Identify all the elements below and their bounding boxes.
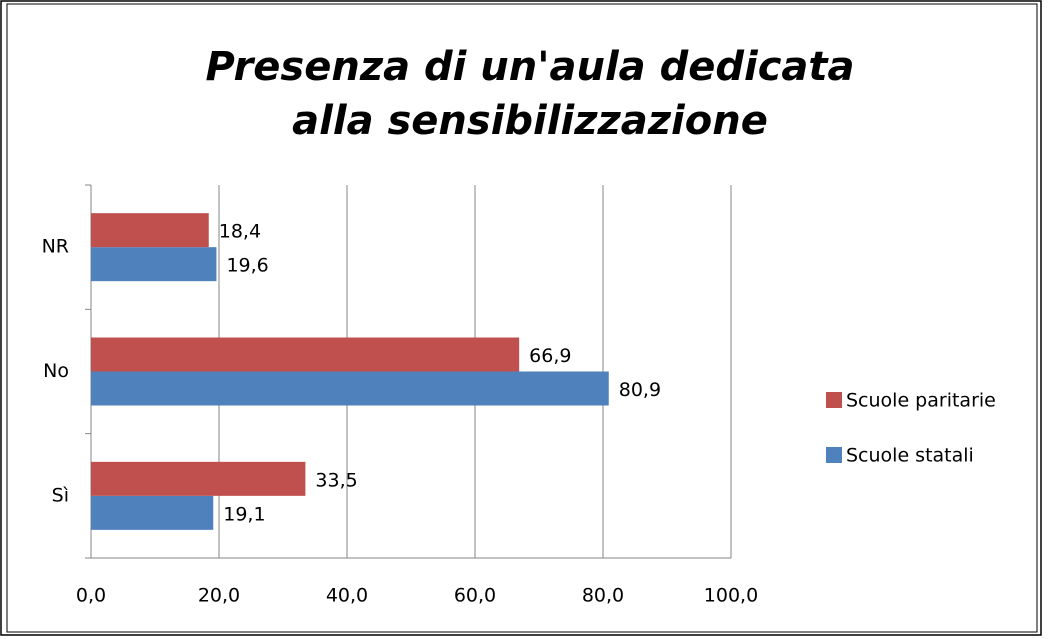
x-tick-label: 0,0 <box>76 585 106 607</box>
y-tick-label: NR <box>42 236 69 258</box>
legend-swatch <box>826 392 842 408</box>
value-label: 19,1 <box>223 503 265 525</box>
y-tick-label: No <box>43 360 69 382</box>
value-label: 80,9 <box>619 379 661 401</box>
bar <box>91 247 217 282</box>
bar <box>91 371 609 406</box>
x-tick-label: 60,0 <box>454 585 496 607</box>
x-tick-label: 20,0 <box>198 585 240 607</box>
x-tick-label: 80,0 <box>582 585 624 607</box>
bar <box>91 337 520 372</box>
bar <box>91 213 209 248</box>
chart-title: Presenza di un'aula dedicata alla sensib… <box>205 44 855 144</box>
legend-label: Scuole paritarie <box>846 390 996 412</box>
x-tick-label: 100,0 <box>704 585 758 607</box>
frame-inner <box>6 3 1038 633</box>
value-label: 33,5 <box>315 469 357 491</box>
value-label: 66,9 <box>529 345 571 367</box>
x-tick-label: 40,0 <box>326 585 368 607</box>
bar <box>91 461 306 496</box>
bar <box>91 495 214 530</box>
value-label: 18,4 <box>219 221 261 243</box>
legend-swatch <box>826 447 842 463</box>
value-label: 19,6 <box>226 255 268 277</box>
legend-label: Scuole statali <box>846 445 974 467</box>
y-tick-label: Sì <box>52 484 69 506</box>
